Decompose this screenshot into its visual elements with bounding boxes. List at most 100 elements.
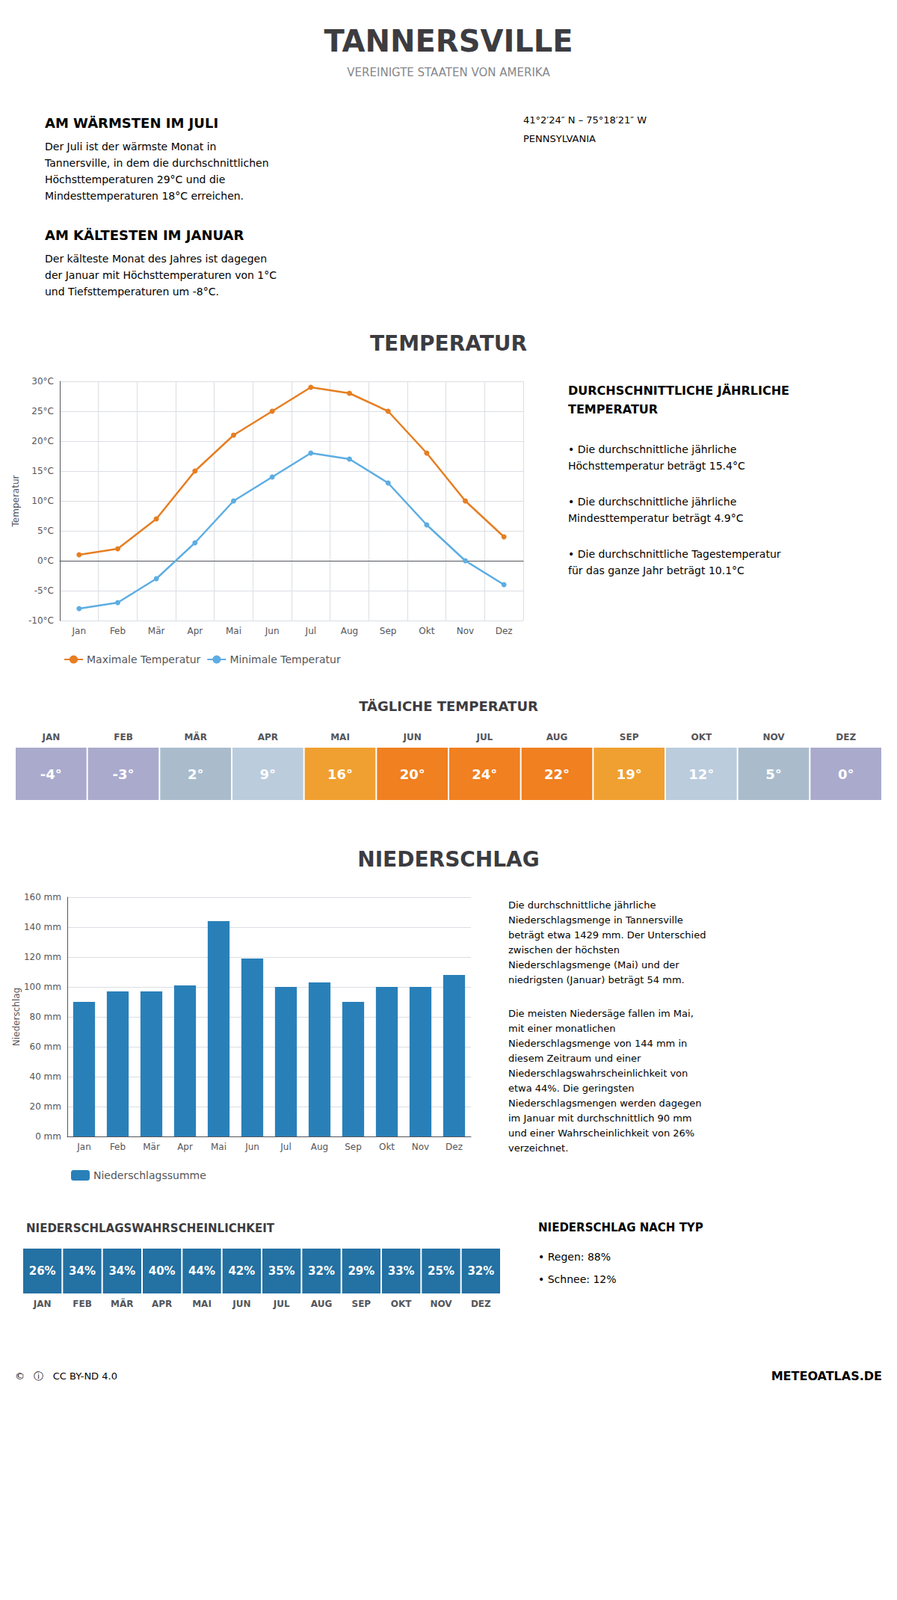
svg-text:140 mm: 140 mm bbox=[23, 921, 62, 933]
svg-text:• Die durchschnittliche jährli: • Die durchschnittliche jährliche bbox=[568, 495, 737, 508]
svg-text:15°C: 15°C bbox=[31, 465, 54, 477]
svg-text:60 mm: 60 mm bbox=[29, 1041, 62, 1052]
svg-text:APR: APR bbox=[257, 731, 279, 743]
svg-text:MAI: MAI bbox=[330, 731, 350, 743]
svg-text:und Tiefsttemperaturen um -8°C: und Tiefsttemperaturen um -8°C. bbox=[44, 285, 220, 298]
svg-text:40 mm: 40 mm bbox=[29, 1071, 62, 1082]
svg-text:DEZ: DEZ bbox=[470, 1298, 492, 1309]
svg-text:160 mm: 160 mm bbox=[23, 891, 62, 903]
svg-text:Niederschlagsmenge (Mai) und d: Niederschlagsmenge (Mai) und der bbox=[508, 959, 680, 971]
svg-text:25°C: 25°C bbox=[31, 405, 54, 417]
svg-text:33%: 33% bbox=[387, 1264, 415, 1278]
svg-text:20°: 20° bbox=[399, 766, 426, 782]
svg-text:Niederschlagsmenge in Tannersv: Niederschlagsmenge in Tannersville bbox=[508, 914, 684, 926]
svg-text:16°: 16° bbox=[327, 766, 353, 782]
svg-text:Die durchschnittliche jährlich: Die durchschnittliche jährliche bbox=[508, 899, 656, 911]
svg-text:0°C: 0°C bbox=[37, 555, 54, 566]
svg-text:22°: 22° bbox=[544, 766, 570, 782]
svg-text:Aug: Aug bbox=[310, 1141, 329, 1152]
svg-text:34%: 34% bbox=[68, 1264, 96, 1278]
svg-text:-3°: -3° bbox=[112, 766, 135, 782]
svg-text:und einer Wahrscheinlichkeit v: und einer Wahrscheinlichkeit von 26% bbox=[508, 1127, 695, 1139]
svg-text:80 mm: 80 mm bbox=[29, 1011, 62, 1022]
svg-text:APR: APR bbox=[151, 1298, 172, 1309]
svg-text:42%: 42% bbox=[227, 1264, 255, 1278]
svg-text:OKT: OKT bbox=[690, 731, 713, 743]
svg-text:niedrigsten (Januar) beträgt 5: niedrigsten (Januar) beträgt 54 mm. bbox=[508, 973, 685, 986]
svg-text:32%: 32% bbox=[467, 1264, 495, 1278]
svg-text:Die meisten Niedersäge fallen: Die meisten Niedersäge fallen im Mai, bbox=[508, 1007, 694, 1019]
svg-text:0 mm: 0 mm bbox=[35, 1130, 62, 1142]
svg-text:SEP: SEP bbox=[619, 731, 640, 743]
svg-text:NIEDERSCHLAGSWAHRSCHEINLICHKEI: NIEDERSCHLAGSWAHRSCHEINLICHKEIT bbox=[26, 1221, 276, 1235]
svg-text:Jun: Jun bbox=[264, 625, 280, 637]
svg-text:40%: 40% bbox=[148, 1264, 176, 1278]
svg-text:34%: 34% bbox=[108, 1264, 136, 1278]
svg-text:Mai: Mai bbox=[225, 625, 242, 637]
svg-text:Dez: Dez bbox=[445, 1141, 463, 1152]
svg-text:20°C: 20°C bbox=[31, 435, 54, 447]
svg-text:NOV: NOV bbox=[429, 1298, 453, 1309]
svg-text:DURCHSCHNITTLICHE JÄHRLICHE: DURCHSCHNITTLICHE JÄHRLICHE bbox=[568, 383, 790, 398]
svg-text:für das ganze Jahr beträgt 10.: für das ganze Jahr beträgt 10.1°C bbox=[568, 564, 745, 577]
svg-text:AM WÄRMSTEN IM JULI: AM WÄRMSTEN IM JULI bbox=[44, 115, 219, 131]
svg-text:Okt: Okt bbox=[418, 625, 435, 637]
svg-text:Höchsttemperaturen 29°C und di: Höchsttemperaturen 29°C und die bbox=[44, 173, 225, 186]
svg-text:Temperatur: Temperatur bbox=[10, 474, 21, 527]
svg-text:TÄGLICHE TEMPERATUR: TÄGLICHE TEMPERATUR bbox=[358, 698, 539, 714]
svg-text:MAI: MAI bbox=[192, 1298, 212, 1309]
svg-text:Nov: Nov bbox=[456, 625, 474, 637]
svg-text:beträgt etwa 1429 mm. Der Unte: beträgt etwa 1429 mm. Der Unterschied bbox=[508, 929, 706, 941]
svg-text:im Januar mit durchschnittlich: im Januar mit durchschnittlich 90 mm bbox=[508, 1112, 693, 1124]
svg-text:120 mm: 120 mm bbox=[23, 951, 62, 963]
svg-text:0°: 0° bbox=[837, 766, 855, 782]
svg-text:Mai: Mai bbox=[210, 1141, 227, 1152]
svg-text:verzeichnet.: verzeichnet. bbox=[508, 1142, 569, 1154]
svg-text:Minimale Temperatur: Minimale Temperatur bbox=[229, 653, 341, 666]
svg-text:JUL: JUL bbox=[475, 731, 493, 743]
svg-text:12°: 12° bbox=[688, 766, 714, 782]
svg-text:32%: 32% bbox=[307, 1264, 335, 1278]
svg-text:MÄR: MÄR bbox=[183, 731, 207, 743]
svg-text:Niederschlagssumme: Niederschlagssumme bbox=[93, 1169, 207, 1182]
svg-text:Sep: Sep bbox=[344, 1141, 362, 1152]
svg-text:Jan: Jan bbox=[76, 1141, 92, 1152]
svg-text:PENNSYLVANIA: PENNSYLVANIA bbox=[523, 133, 596, 145]
svg-text:JUN: JUN bbox=[231, 1298, 251, 1309]
svg-text:Niederschlag: Niederschlag bbox=[11, 987, 22, 1046]
svg-text:• Regen: 88%: • Regen: 88% bbox=[538, 1250, 611, 1263]
svg-text:diesem Zeitraum und einer: diesem Zeitraum und einer bbox=[508, 1052, 642, 1064]
svg-text:19°: 19° bbox=[616, 766, 643, 782]
svg-text:24°: 24° bbox=[471, 766, 498, 782]
svg-text:Mindesttemperaturen 18°C errei: Mindesttemperaturen 18°C erreichen. bbox=[44, 189, 244, 202]
svg-text:• Die durchschnittliche jährli: • Die durchschnittliche jährliche bbox=[568, 443, 737, 456]
svg-text:DEZ: DEZ bbox=[835, 731, 856, 743]
svg-text:MÄR: MÄR bbox=[110, 1297, 134, 1309]
svg-text:NIEDERSCHLAG: NIEDERSCHLAG bbox=[357, 846, 540, 872]
svg-text:-4°: -4° bbox=[40, 766, 63, 782]
svg-text:METEOATLAS.DE: METEOATLAS.DE bbox=[771, 1368, 883, 1383]
svg-text:Okt: Okt bbox=[378, 1141, 395, 1152]
svg-text:Mindesttemperatur beträgt 4.9°: Mindesttemperatur beträgt 4.9°C bbox=[568, 512, 744, 524]
svg-text:Mär: Mär bbox=[148, 625, 166, 637]
svg-text:© ⓘ CC BY-ND 4.0: © ⓘ CC BY-ND 4.0 bbox=[14, 1370, 118, 1382]
svg-text:44%: 44% bbox=[188, 1264, 216, 1278]
svg-text:Höchsttemperatur beträgt 15.4°: Höchsttemperatur beträgt 15.4°C bbox=[568, 459, 746, 472]
svg-text:AUG: AUG bbox=[310, 1298, 333, 1309]
svg-text:100 mm: 100 mm bbox=[23, 981, 62, 992]
svg-text:Apr: Apr bbox=[177, 1141, 193, 1152]
svg-text:Jul: Jul bbox=[304, 625, 317, 637]
svg-text:10°C: 10°C bbox=[31, 495, 54, 507]
svg-text:AUG: AUG bbox=[546, 731, 569, 743]
svg-text:VEREINIGTE STAATEN VON AMERIKA: VEREINIGTE STAATEN VON AMERIKA bbox=[346, 65, 551, 80]
svg-text:30°C: 30°C bbox=[31, 375, 54, 387]
svg-text:9°: 9° bbox=[260, 766, 277, 782]
svg-text:JUL: JUL bbox=[272, 1298, 291, 1309]
svg-text:Mär: Mär bbox=[142, 1141, 160, 1152]
svg-text:2°: 2° bbox=[187, 766, 205, 782]
svg-text:Aug: Aug bbox=[340, 625, 359, 637]
svg-text:Niederschlagsmenge von 144 mm: Niederschlagsmenge von 144 mm in bbox=[508, 1037, 687, 1049]
svg-text:Feb: Feb bbox=[109, 625, 126, 637]
svg-text:OKT: OKT bbox=[390, 1298, 413, 1309]
svg-text:JAN: JAN bbox=[41, 731, 60, 743]
